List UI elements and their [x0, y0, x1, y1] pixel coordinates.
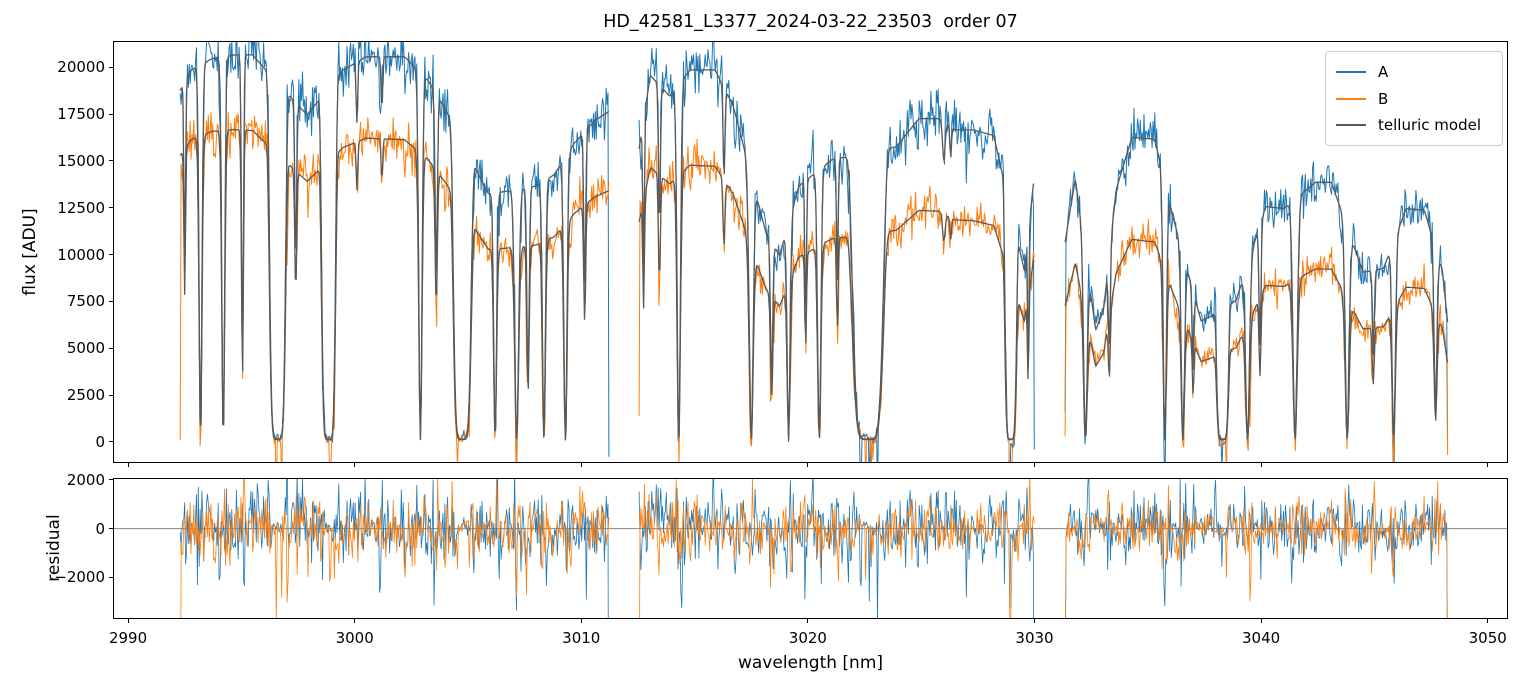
flux-y-tick — [109, 300, 113, 302]
residual-plot-area — [114, 479, 1507, 618]
flux-y-tick-label: 12500 — [57, 198, 105, 217]
x-axis-label: wavelength [nm] — [737, 653, 884, 673]
flux-y-tick-label: 10000 — [57, 245, 105, 264]
flux-y-tick — [109, 441, 113, 443]
residual-B-line — [180, 479, 610, 618]
flux-x-tick — [354, 463, 356, 467]
x-tick-label: 3040 — [1242, 629, 1281, 647]
legend-label-telluric: telluric model — [1378, 116, 1482, 134]
flux-y-tick-label: 0 — [95, 432, 105, 451]
residual-B-line — [1065, 481, 1448, 618]
series-A-line — [1064, 107, 1449, 462]
flux-y-tick-label: 7500 — [66, 292, 105, 311]
flux-y-tick-label: 5000 — [66, 339, 105, 358]
figure-title: HD_42581_L3377_2024-03-22_23503 order 07 — [603, 12, 1018, 32]
x-tick-label: 3000 — [335, 629, 374, 647]
flux-y-tick-label: 15000 — [57, 151, 105, 170]
telluric-model-A-line — [638, 69, 1035, 440]
flux-x-tick — [807, 463, 809, 467]
residual-x-tick — [127, 619, 129, 623]
x-tick-label: 3020 — [788, 629, 827, 647]
legend: A B telluric model — [1325, 51, 1503, 146]
residual-x-tick — [1260, 619, 1262, 623]
telluric-model-B-line — [638, 164, 1035, 441]
telluric-model-A-line — [1064, 136, 1449, 440]
residual-y-tick — [109, 479, 113, 481]
flux-x-tick — [580, 463, 582, 467]
residual-x-tick — [1034, 619, 1035, 623]
series-B-line — [1064, 219, 1449, 462]
flux-x-tick — [1487, 463, 1489, 467]
flux-y-tick-label: 17500 — [57, 105, 105, 124]
telluric-model-B-line — [179, 128, 610, 441]
residual-A-line — [1065, 479, 1448, 618]
residual-A-line — [638, 479, 1034, 618]
residual-y-tick-label: 0 — [95, 519, 105, 538]
residual-x-tick — [1487, 619, 1489, 623]
residual-y-tick — [109, 528, 113, 530]
legend-swatch-b — [1336, 97, 1366, 100]
flux-axes — [113, 41, 1508, 463]
legend-entry-b: B — [1336, 87, 1492, 111]
residual-y-tick-label: 2000 — [66, 470, 105, 489]
x-tick-label: 2990 — [108, 629, 148, 647]
telluric-model-A-line — [179, 54, 610, 440]
residual-x-tick — [580, 619, 582, 623]
legend-swatch-a — [1336, 71, 1366, 73]
residual-axes — [113, 478, 1508, 619]
legend-label-b: B — [1378, 89, 1389, 108]
residual-x-tick — [807, 619, 809, 623]
flux-plot-area — [179, 42, 1449, 462]
x-tick-label: 3030 — [1015, 629, 1054, 647]
flux-y-tick-label: 20000 — [57, 58, 105, 77]
flux-y-tick-label: 2500 — [66, 386, 105, 405]
series-B-line — [179, 111, 610, 462]
legend-label-a: A — [1378, 63, 1389, 81]
series-A-line — [179, 42, 610, 462]
flux-y-tick — [109, 66, 113, 68]
flux-x-tick — [1260, 463, 1262, 467]
x-tick-label: 3050 — [1468, 629, 1507, 647]
legend-swatch-telluric — [1336, 124, 1366, 126]
x-tick-label: 3010 — [562, 629, 601, 647]
telluric-model-B-line — [1064, 238, 1449, 441]
residual-B-line — [639, 479, 1035, 618]
legend-entry-a: A — [1336, 60, 1492, 84]
residual-y-tick — [109, 576, 113, 578]
residual-y-tick-label: −2000 — [54, 568, 105, 587]
legend-entry-telluric: telluric model — [1336, 113, 1492, 137]
flux-y-tick — [109, 207, 113, 209]
flux-y-tick — [109, 347, 113, 349]
flux-y-tick — [109, 160, 113, 162]
flux-y-tick — [109, 394, 113, 396]
residual-x-tick — [354, 619, 356, 623]
flux-y-tick — [109, 113, 113, 115]
flux-x-tick — [1034, 463, 1035, 467]
flux-y-tick — [109, 254, 113, 256]
flux-x-tick — [127, 463, 129, 467]
